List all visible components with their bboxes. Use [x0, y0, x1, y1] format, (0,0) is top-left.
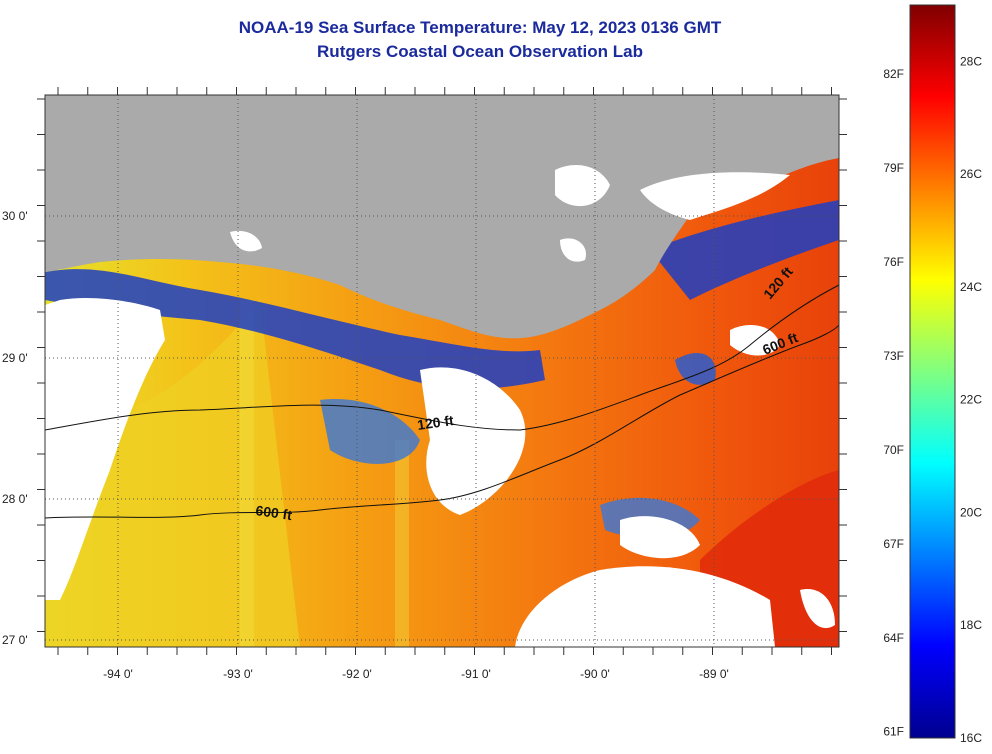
latitude-labels: 30 0' 29 0' 28 0' 27 0'	[2, 209, 28, 647]
isobath-600ft	[45, 324, 839, 519]
cold-patch	[320, 399, 420, 464]
cloud-cover	[45, 298, 165, 600]
cloud-cover	[555, 165, 610, 207]
land	[45, 95, 839, 339]
isobath-120ft	[45, 284, 839, 431]
latitude-label: 27 0'	[2, 633, 28, 647]
cloud-cover	[515, 566, 775, 647]
isobath-contours	[45, 284, 839, 519]
contour-label: 120 ft	[416, 412, 455, 433]
scan-stripe	[240, 300, 254, 647]
map-plot-area	[45, 95, 839, 647]
latitude-label: 29 0'	[2, 351, 28, 365]
map-title: NOAA-19 Sea Surface Temperature: May 12,…	[238, 18, 722, 37]
axis-ticks	[37, 87, 847, 655]
cool-shelf-water	[45, 300, 300, 647]
cloud-cover	[800, 589, 835, 629]
longitude-label: -92 0'	[342, 667, 372, 681]
graticule	[45, 95, 839, 647]
scan-stripe	[395, 440, 409, 647]
cloud-cover	[620, 516, 700, 559]
contour-label: 600 ft	[255, 502, 294, 523]
cloud-cover	[640, 172, 790, 220]
cold-coastal-water	[650, 200, 839, 300]
longitude-label: -94 0'	[103, 667, 133, 681]
map-frame	[44, 94, 840, 648]
cold-coastal-water	[45, 269, 545, 389]
longitude-label: -93 0'	[223, 667, 253, 681]
cloud-cover	[560, 238, 586, 262]
map-subtitle: Rutgers Coastal Ocean Observation Lab	[317, 42, 643, 61]
longitude-label: -91 0'	[461, 667, 491, 681]
longitude-labels: -94 0' -93 0' -92 0' -91 0' -90 0' -89 0'	[103, 667, 729, 681]
cloud-cover	[230, 230, 262, 252]
longitude-label: -89 0'	[699, 667, 729, 681]
latitude-label: 30 0'	[2, 209, 28, 223]
cloud-cover	[420, 367, 526, 515]
cold-patch	[675, 352, 716, 385]
latitude-label: 28 0'	[2, 492, 28, 506]
longitude-label: -90 0'	[580, 667, 610, 681]
